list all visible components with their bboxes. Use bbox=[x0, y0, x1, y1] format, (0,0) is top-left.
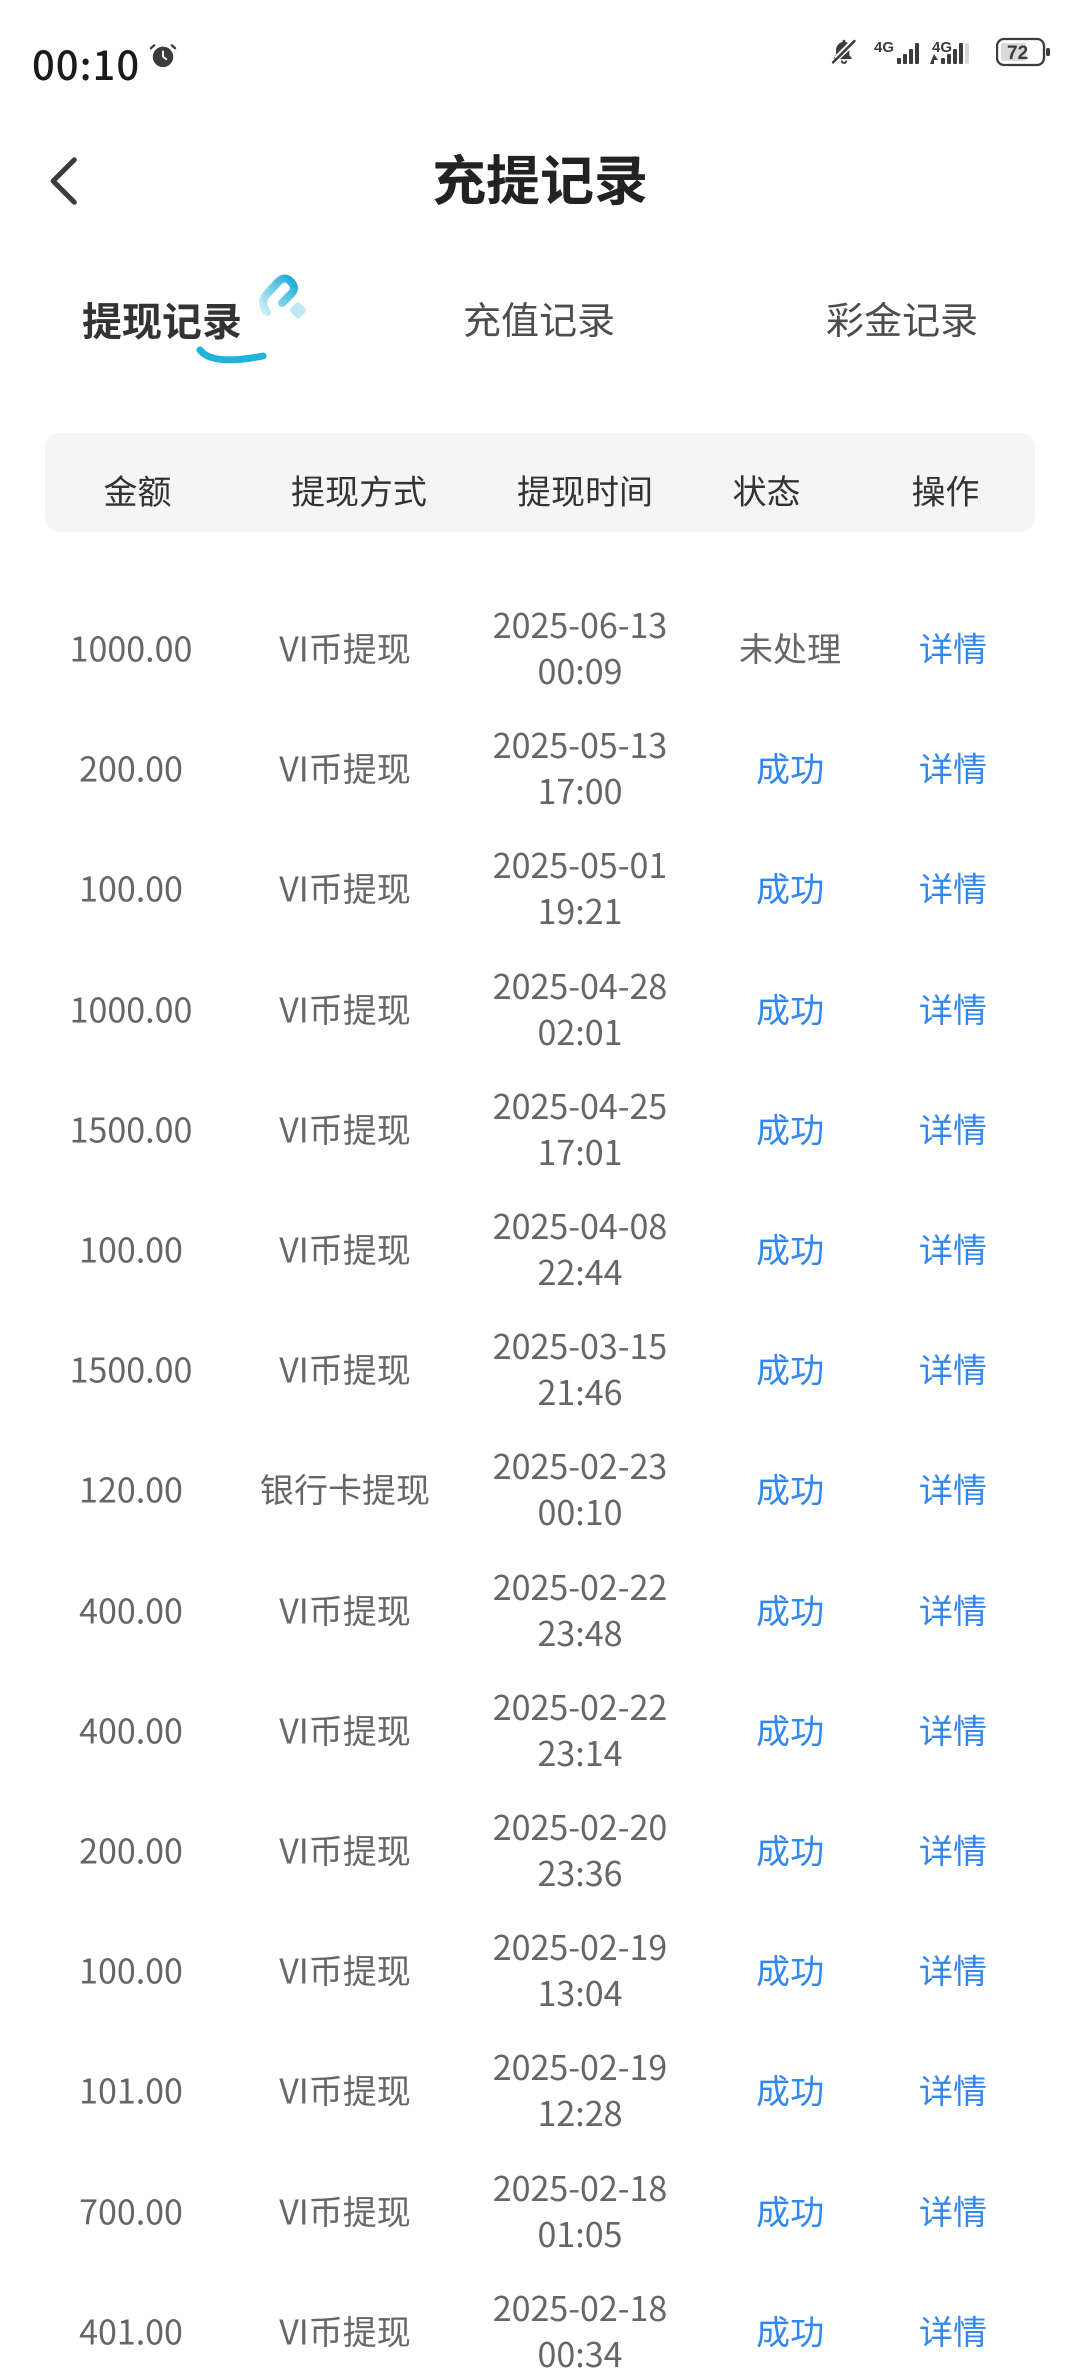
svg-text:72: 72 bbox=[1007, 43, 1028, 64]
svg-text:4G: 4G bbox=[932, 39, 952, 56]
svg-text:4G: 4G bbox=[874, 39, 894, 56]
